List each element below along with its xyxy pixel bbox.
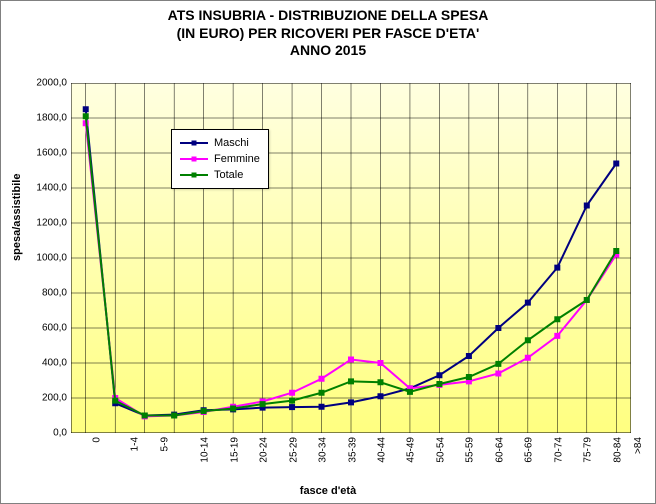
x-tick-label: 40-44	[377, 437, 388, 463]
y-tick-label: 1000,0	[7, 253, 67, 264]
x-tick-label: 45-49	[406, 437, 417, 463]
y-tick-label: 1200,0	[7, 218, 67, 229]
x-tick-label: 15-19	[229, 437, 240, 463]
y-tick-label: 1800,0	[7, 113, 67, 124]
y-tick-label: 800,0	[7, 288, 67, 299]
x-tick-label: 30-34	[318, 437, 329, 463]
y-tick-label: 1600,0	[7, 148, 67, 159]
legend-item: Totale	[180, 167, 260, 183]
y-tick-label: 200,0	[7, 393, 67, 404]
x-axis-label: fasce d'età	[1, 485, 655, 497]
x-tick-label: 25-29	[288, 437, 299, 463]
title-line-1: ATS INSUBRIA - DISTRIBUZIONE DELLA SPESA	[1, 7, 655, 25]
chart-title: ATS INSUBRIA - DISTRIBUZIONE DELLA SPESA…	[1, 1, 655, 60]
y-tick-label: 0,0	[7, 428, 67, 439]
x-tick-label: 1-4	[130, 437, 141, 451]
legend-item: Maschi	[180, 135, 260, 151]
y-tick-labels: 0,0200,0400,0600,0800,01000,01200,01400,…	[1, 83, 67, 433]
legend: Maschi Femmine Totale	[171, 129, 269, 189]
x-tick-label: 60-64	[494, 437, 505, 463]
x-tick-label: 10-14	[200, 437, 211, 463]
legend-label: Femmine	[214, 153, 260, 165]
x-tick-label: 35-39	[347, 437, 358, 463]
x-tick-label: 70-74	[553, 437, 564, 463]
x-tick-label: 55-59	[465, 437, 476, 463]
legend-swatch-icon	[180, 170, 208, 180]
title-line-2: (IN EURO) PER RICOVERI PER FASCE D'ETA'	[1, 25, 655, 43]
legend-item: Femmine	[180, 151, 260, 167]
x-tick-label: 65-69	[524, 437, 535, 463]
x-tick-labels: 0 1-4 5-9 10-14 15-19 20-24 25-29 30-34 35-39 40-…	[71, 437, 631, 477]
plot-area	[71, 83, 631, 433]
legend-swatch-icon	[180, 154, 208, 164]
y-tick-label: 2000,0	[7, 78, 67, 89]
x-tick-label: 50-54	[436, 437, 447, 463]
x-tick-label: 75-79	[583, 437, 594, 463]
chart-container: ATS INSUBRIA - DISTRIBUZIONE DELLA SPESA…	[0, 0, 656, 504]
legend-label: Totale	[214, 169, 243, 181]
x-tick-label: 0	[91, 437, 102, 443]
y-tick-label: 600,0	[7, 323, 67, 334]
legend-label: Maschi	[214, 137, 249, 149]
x-tick-label: 5-9	[159, 437, 170, 451]
plot-svg	[71, 83, 631, 433]
y-tick-label: 1400,0	[7, 183, 67, 194]
x-tick-label: 80-84	[612, 437, 623, 463]
y-tick-label: 400,0	[7, 358, 67, 369]
legend-swatch-icon	[180, 138, 208, 148]
x-tick-label: >84	[633, 437, 644, 454]
title-line-3: ANNO 2015	[1, 42, 655, 60]
x-tick-label: 20-24	[259, 437, 270, 463]
